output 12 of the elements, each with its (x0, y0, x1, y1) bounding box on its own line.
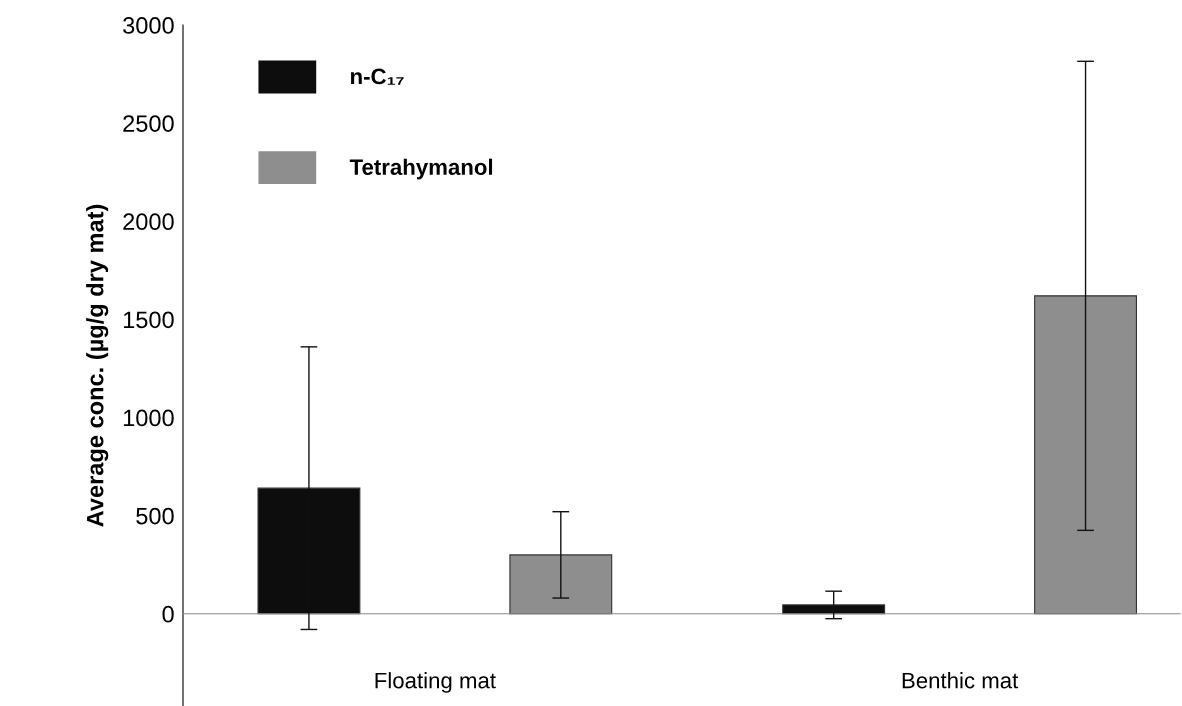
legend-label: Tetrahymanol (349, 158, 493, 180)
y-tick-label: 0 (162, 605, 174, 623)
y-tick-label: 2000 (123, 213, 174, 231)
y-tick-label: 1000 (123, 409, 174, 427)
y-axis-title: Average conc. (µg/g dry mat) (86, 204, 109, 527)
y-tick-label: 3000 (123, 17, 174, 34)
x-tick-label: Floating mat (375, 672, 496, 693)
y-tick-label: 500 (136, 507, 174, 525)
y-tick-label: 2500 (123, 115, 174, 132)
legend-label: n-C₁₇ (351, 68, 404, 85)
y-tick-label: 1500 (123, 311, 174, 329)
x-tick-label: Benthic mat (902, 672, 1019, 689)
